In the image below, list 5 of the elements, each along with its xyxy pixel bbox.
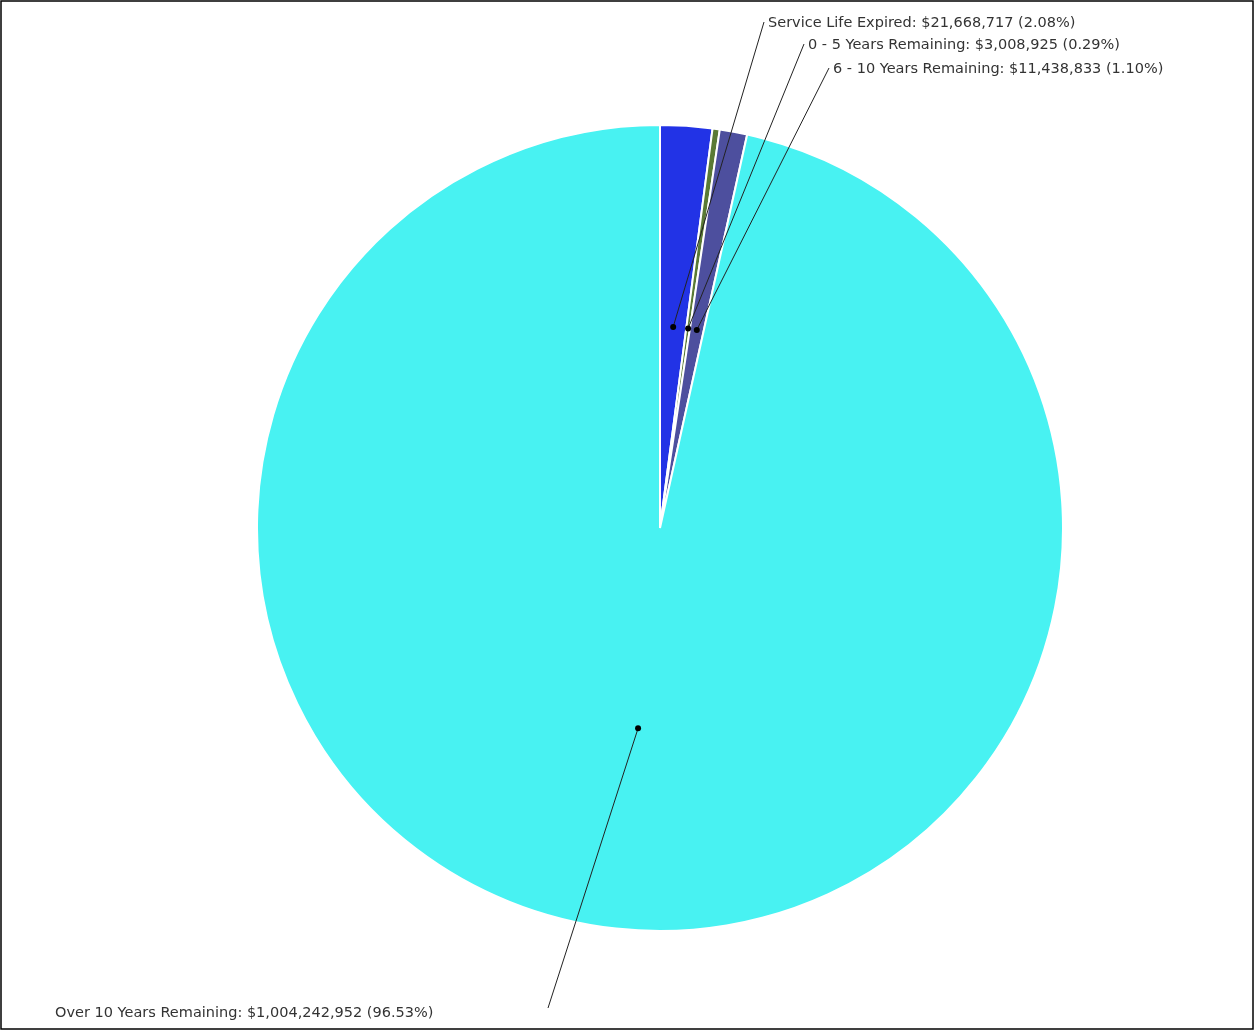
slice-label: Service Life Expired: $21,668,717 (2.08%) (768, 14, 1076, 31)
slice-label: 0 - 5 Years Remaining: $3,008,925 (0.29%) (808, 36, 1120, 53)
slice-label: Over 10 Years Remaining: $1,004,242,952 (96.53%) (55, 1004, 434, 1021)
slice-label: 6 - 10 Years Remaining: $11,438,833 (1.10%) (833, 60, 1164, 77)
pie-slice (256, 124, 1064, 932)
